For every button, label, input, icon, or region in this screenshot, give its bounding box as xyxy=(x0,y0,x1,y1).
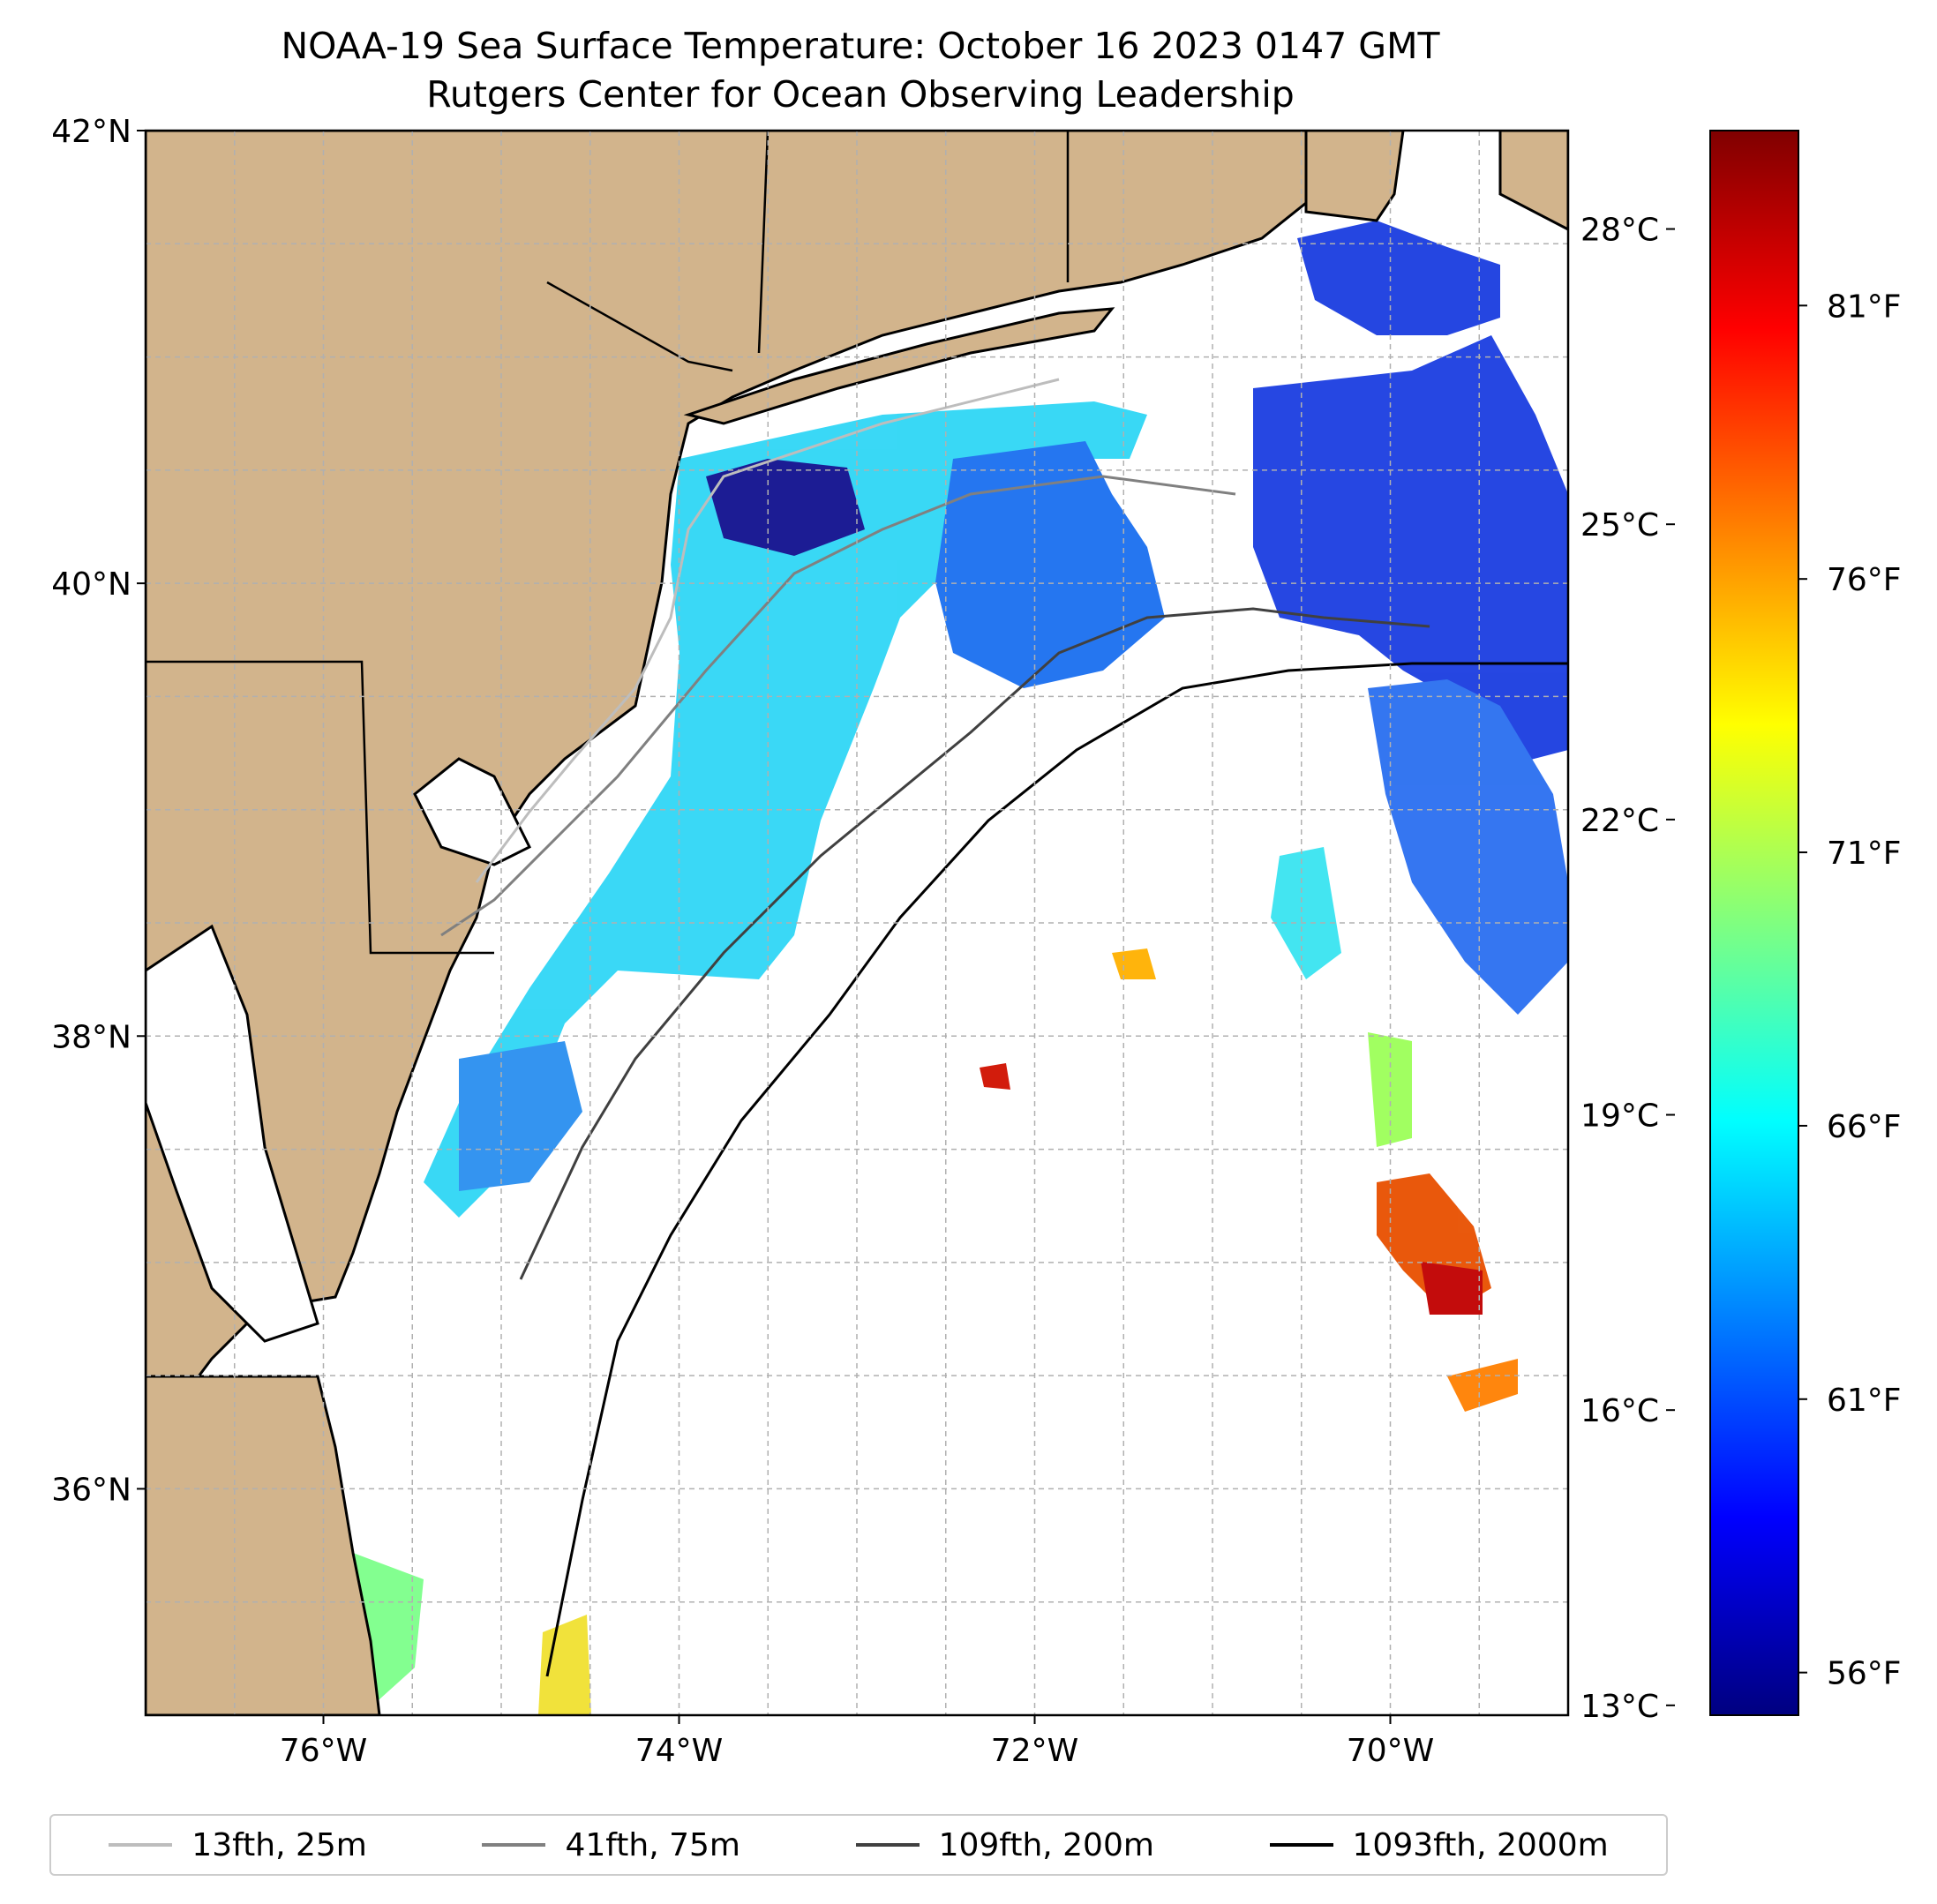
lat-axis: 42°N 40°N 38°N 36°N xyxy=(51,114,146,1508)
isobath-200m xyxy=(519,607,1430,1280)
legend-swatch xyxy=(109,1843,173,1847)
celsius-tick-label: 28°C xyxy=(1580,213,1659,249)
sst-patch-red-small xyxy=(980,1063,1010,1090)
colorbar-fahrenheit-axis: 56°F 61°F 66°F 71°F 76°F 81°F xyxy=(1798,289,1902,1692)
colorbar-celsius-axis: 13°C 16°C 19°C 22°C 25°C 28°C xyxy=(1580,213,1675,1725)
sst-patch-gulf xyxy=(1368,679,1568,1015)
colorbar xyxy=(1709,130,1799,1716)
sst-patch-northeast xyxy=(1253,335,1568,768)
isobath-2000m xyxy=(545,662,1568,1677)
isobath-25m xyxy=(475,378,1060,883)
legend-label: 109fth, 200m xyxy=(938,1826,1154,1863)
legend-item: 41fth, 75m xyxy=(482,1827,740,1863)
legend-swatch xyxy=(482,1843,546,1847)
lon-tick-label: 74°W xyxy=(635,1733,723,1769)
celsius-tick-label: 16°C xyxy=(1580,1393,1659,1429)
lat-tick-label: 40°N xyxy=(51,566,131,603)
sst-layer xyxy=(247,221,1568,1715)
fahrenheit-tick-label: 81°F xyxy=(1827,289,1902,325)
sst-patch-east-cape xyxy=(1297,221,1500,335)
land-cape-cod xyxy=(1304,131,1405,222)
sst-patch-south-shelf xyxy=(459,1041,582,1191)
sst-patch-blue-mid xyxy=(935,441,1165,688)
isobath-75m xyxy=(440,475,1236,937)
celsius-tick-label: 22°C xyxy=(1580,803,1659,839)
land-east-edge xyxy=(1498,131,1568,231)
lon-tick-label: 70°W xyxy=(1347,1733,1434,1769)
isobaths xyxy=(440,378,1568,1677)
legend-item: 1093fth, 2000m xyxy=(1269,1826,1609,1863)
land-delmarva-notch xyxy=(413,757,532,866)
legend-label: 1093fth, 2000m xyxy=(1352,1826,1609,1863)
sst-patch-dark xyxy=(706,459,865,556)
legend-item: 13fth, 25m xyxy=(109,1827,367,1863)
land-south xyxy=(146,1375,381,1715)
land-long-island xyxy=(683,307,1115,425)
legend-label: 13fth, 25m xyxy=(191,1826,367,1863)
map-frame xyxy=(144,129,1570,1717)
fahrenheit-tick-label: 71°F xyxy=(1827,836,1902,872)
sst-patch-orange-2 xyxy=(1447,1359,1518,1412)
sst-patch-warm-red xyxy=(1421,1262,1483,1315)
lon-tick-label: 76°W xyxy=(280,1733,367,1769)
legend-swatch xyxy=(855,1843,920,1847)
chart-subtitle: Rutgers Center for Ocean Observing Leade… xyxy=(426,73,1295,116)
lat-tick-label: 36°N xyxy=(51,1472,131,1508)
fahrenheit-tick-label: 56°F xyxy=(1827,1656,1902,1692)
chart-title: NOAA-19 Sea Surface Temperature: October… xyxy=(281,25,1440,67)
lat-tick-label: 38°N xyxy=(51,1019,131,1055)
isobath-legend: 13fth, 25m 41fth, 75m 109fth, 200m 1093f… xyxy=(49,1814,1668,1876)
gridlines xyxy=(146,131,1568,1715)
fahrenheit-tick-label: 66°F xyxy=(1827,1109,1902,1145)
land-bay xyxy=(146,924,319,1343)
lat-tick-label: 42°N xyxy=(51,114,131,150)
sst-patch-cyan-1 xyxy=(1271,847,1341,979)
lon-tick-label: 72°W xyxy=(991,1733,1078,1769)
sst-patch-green-1 xyxy=(1368,1032,1412,1147)
sst-patch-shelf xyxy=(424,401,1147,1218)
celsius-tick-label: 13°C xyxy=(1580,1689,1659,1725)
legend-label: 41fth, 75m xyxy=(565,1826,740,1863)
legend-swatch xyxy=(1269,1843,1333,1847)
state-borders xyxy=(146,131,1070,1378)
celsius-tick-label: 19°C xyxy=(1580,1098,1659,1135)
fahrenheit-tick-label: 61°F xyxy=(1827,1383,1902,1419)
land-layer xyxy=(146,131,1568,1715)
fahrenheit-tick-label: 76°F xyxy=(1827,562,1902,598)
celsius-tick-label: 25°C xyxy=(1580,507,1659,543)
sst-patch-yellow-south xyxy=(538,1615,591,1715)
legend-item: 109fth, 200m xyxy=(855,1826,1154,1863)
lon-axis: 76°W 74°W 72°W 70°W xyxy=(280,1715,1434,1769)
